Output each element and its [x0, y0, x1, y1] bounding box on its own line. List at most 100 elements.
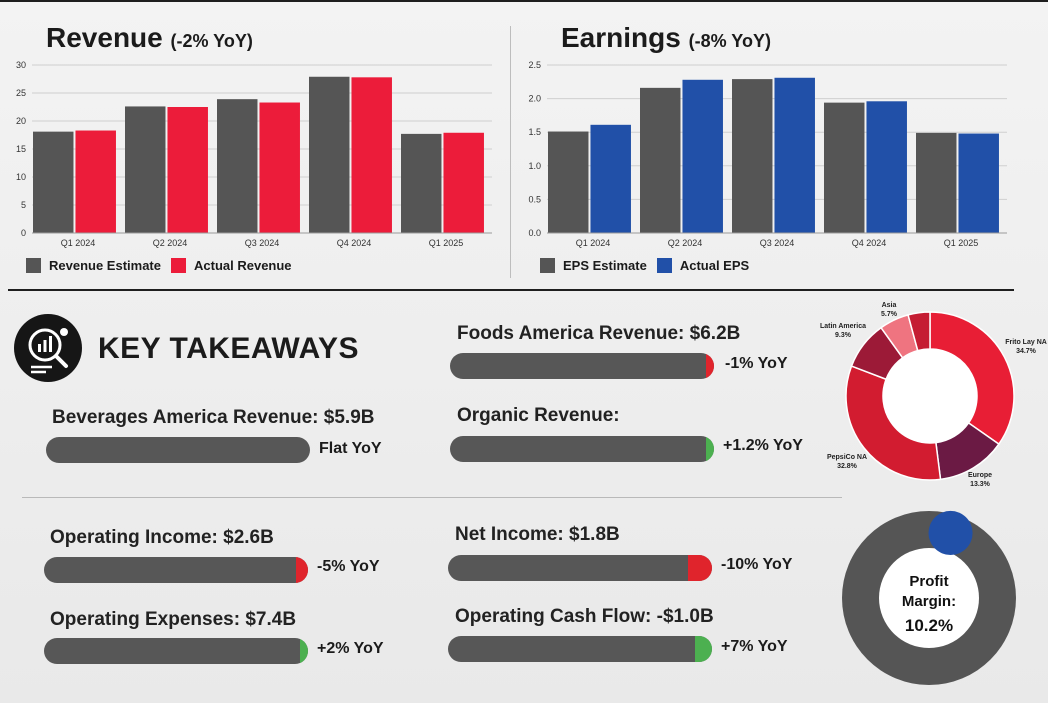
- bar-net-income: [448, 555, 712, 581]
- y-tick-label: 2.0: [528, 94, 541, 104]
- slice-pct: 9.3%: [835, 332, 852, 339]
- earnings-bar-chart: 0.0 0.5 1.0 1.5 2.0 2.5 Q1 2024 Q2 2024 Q3 2024 Q…: [528, 60, 1007, 248]
- metric-label-text: Operating Expenses:: [50, 609, 241, 630]
- legend-label: Actual EPS: [679, 258, 750, 273]
- metric-label-text: Operating Cash Flow:: [455, 606, 652, 627]
- delta-net-income: -10% YoY: [721, 556, 793, 573]
- segment-donut-chart: Frito Lay NA 34.7% Europe 13.3% PepsiCo NA 32…: [820, 302, 1047, 488]
- analytics-search-glyph: [28, 328, 68, 374]
- metric-operating-income: Operating Income: $2.6B: [50, 527, 274, 549]
- bar-estimate: [217, 99, 258, 233]
- bar-operating-expenses: [44, 638, 308, 664]
- metric-organic-revenue: Organic Revenue:: [457, 405, 620, 427]
- y-tick-label: 30: [16, 60, 26, 70]
- bar-actual: [590, 124, 631, 233]
- slice-label: Latin America: [820, 323, 866, 330]
- metric-value: $7.4B: [245, 609, 297, 630]
- margin-marker: [928, 510, 973, 556]
- y-tick-label: 0.5: [528, 194, 541, 204]
- bar-estimate: [640, 87, 681, 234]
- metric-beverages-america: Beverages America Revenue: $5.9B: [52, 407, 374, 429]
- revenue-legend: Revenue Estimate Actual Revenue: [26, 258, 302, 273]
- y-tick-label: 1.0: [528, 161, 541, 171]
- bar-estimate: [309, 76, 350, 233]
- x-tick-label: Q1 2025: [429, 238, 464, 248]
- analytics-search-icon: [14, 314, 82, 382]
- middle-rule: [8, 289, 1014, 291]
- legend-swatch: [26, 258, 41, 273]
- bar-operating-cash-flow: [448, 636, 712, 662]
- metric-label-text: Operating Income:: [50, 527, 218, 548]
- bar-actual: [443, 132, 484, 233]
- earnings-yoy: (-8% YoY): [688, 31, 771, 51]
- x-tick-label: Q2 2024: [153, 238, 188, 248]
- slice-label: Europe: [968, 472, 992, 479]
- legend-revenue-estimate: Revenue Estimate: [26, 258, 161, 273]
- delta-operating-cash-flow: +7% YoY: [721, 638, 788, 655]
- donut-hole: [883, 349, 977, 443]
- y-tick-label: 0.0: [528, 228, 541, 238]
- bar-actual: [866, 101, 907, 233]
- bar-estimate: [401, 133, 442, 233]
- bar-estimate: [33, 131, 74, 233]
- bar-actual: [75, 130, 116, 233]
- donut-slice: [929, 311, 1015, 446]
- legend-swatch: [171, 258, 186, 273]
- bar-estimate: [548, 131, 589, 233]
- y-tick-label: 5: [21, 200, 26, 210]
- bar-actual: [958, 133, 999, 233]
- legend-swatch: [540, 258, 555, 273]
- x-tick-label: Q3 2024: [245, 238, 280, 248]
- metric-label-text: Foods America Revenue:: [457, 323, 685, 344]
- earnings-title-text: Earnings: [561, 22, 681, 53]
- earnings-legend: EPS Estimate Actual EPS: [540, 258, 759, 273]
- bar-estimate: [732, 79, 773, 233]
- legend-actual-revenue: Actual Revenue: [171, 258, 292, 273]
- margin-value: 10.2%: [905, 616, 953, 635]
- metric-value: $2.6B: [223, 527, 274, 548]
- metric-value: -$1.0B: [656, 606, 714, 627]
- slice-pct: 5.7%: [881, 311, 898, 318]
- bar-actual: [774, 77, 815, 233]
- profit-margin-donut: Profit Margin: 10.2%: [842, 510, 1016, 685]
- y-tick-label: 25: [16, 88, 26, 98]
- bar-fill: [300, 638, 308, 664]
- bar-actual: [259, 102, 300, 233]
- bar-estimate: [824, 102, 865, 233]
- legend-label: Actual Revenue: [194, 258, 292, 273]
- x-tick-label: Q1 2025: [944, 238, 979, 248]
- slice-pct: 34.7%: [1016, 348, 1037, 355]
- delta-operating-expenses: +2% YoY: [317, 640, 384, 657]
- bar-fill: [688, 555, 712, 581]
- legend-label: Revenue Estimate: [49, 258, 161, 273]
- y-tick-label: 2.5: [528, 60, 541, 70]
- bar-fill: [706, 436, 714, 462]
- bar-organic-revenue: [450, 436, 714, 462]
- legend-eps-estimate: EPS Estimate: [540, 258, 647, 273]
- slice-pct: 13.3%: [970, 481, 991, 488]
- bar-beverages-america: [46, 437, 310, 463]
- legend-swatch: [656, 258, 672, 273]
- bar-actual: [351, 77, 392, 233]
- metric-net-income: Net Income: $1.8B: [455, 524, 620, 546]
- slice-pct: 32.8%: [837, 463, 858, 470]
- delta-beverages-america: Flat YoY: [319, 440, 382, 457]
- x-tick-label: Q1 2024: [576, 238, 611, 248]
- delta-organic-revenue: +1.2% YoY: [723, 437, 803, 454]
- metric-foods-america: Foods America Revenue: $6.2B: [457, 323, 740, 345]
- x-tick-label: Q2 2024: [668, 238, 703, 248]
- revenue-title-text: Revenue: [46, 22, 163, 53]
- revenue-yoy: (-2% YoY): [170, 31, 253, 51]
- y-tick-label: 0: [21, 228, 26, 238]
- delta-foods-america: -1% YoY: [725, 355, 788, 372]
- x-tick-label: Q4 2024: [337, 238, 372, 248]
- bar-fill: [706, 353, 714, 379]
- x-tick-label: Q1 2024: [61, 238, 96, 248]
- metric-value: $1.8B: [569, 524, 620, 545]
- key-takeaways-title: KEY TAKEAWAYS: [98, 332, 360, 365]
- bar-estimate: [125, 106, 166, 233]
- top-rule: [0, 0, 1048, 2]
- margin-label-line2: Margin:: [902, 593, 956, 610]
- metric-label-text: Beverages America Revenue:: [52, 407, 319, 428]
- slice-label: PepsiCo NA: [827, 454, 867, 461]
